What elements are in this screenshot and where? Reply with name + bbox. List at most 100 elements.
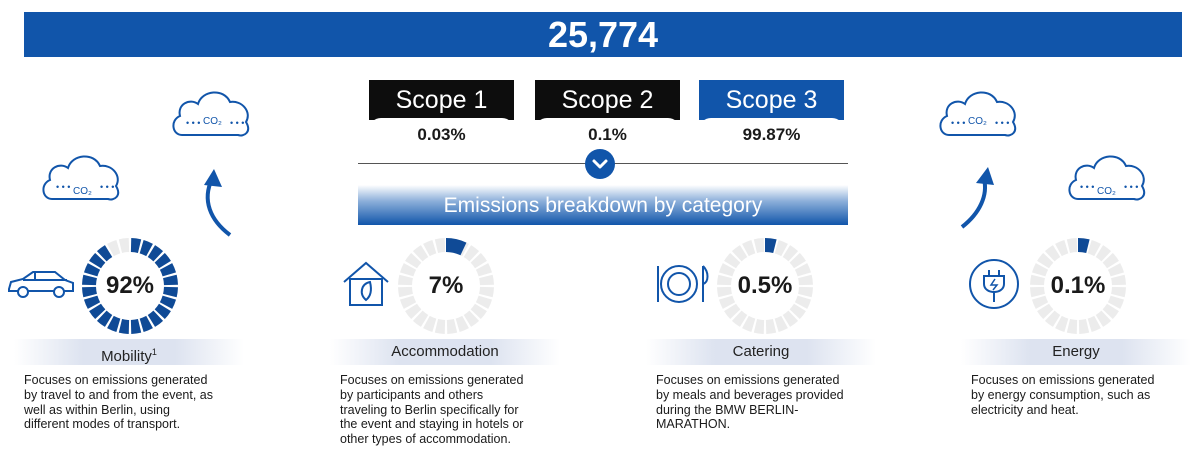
co2-label: CO₂ [203, 116, 222, 127]
donut-value-segment [82, 274, 97, 286]
category-label-catering: Catering [646, 339, 876, 365]
plug-icon [968, 258, 1020, 310]
category-label-mobility: Mobility1 [14, 339, 244, 365]
donut-track-segment [718, 295, 736, 309]
scope-1-value: 0.03% [369, 118, 514, 152]
category-label-energy: Energy [961, 339, 1191, 365]
donut-track-segment [717, 274, 732, 286]
scope-1-box: Scope 1 [369, 80, 514, 120]
description-line: during the BMW BERLIN- [656, 402, 799, 417]
donut-track-segment [463, 245, 480, 262]
donut-value-segment [107, 315, 121, 333]
donut-value-segment [130, 238, 142, 253]
co2-cloud-icon: • • • • • • CO₂ [937, 82, 1021, 140]
donut-track-segment [398, 274, 413, 286]
donut-track-segment [798, 274, 813, 286]
scope-2-box: Scope 2 [535, 80, 680, 120]
breakdown-title-bar: Emissions breakdown by category [358, 185, 848, 225]
donut-value-segment [83, 295, 101, 309]
co2-label: CO₂ [1097, 186, 1116, 197]
donut-track-segment [1066, 238, 1078, 253]
donut-track-segment [398, 286, 413, 298]
donut-accommodation [398, 238, 494, 334]
donut-track-segment [1066, 319, 1078, 334]
donut-catering [717, 238, 813, 334]
donut-track-segment [399, 263, 417, 277]
donut-track-segment [475, 263, 493, 277]
donut-track-segment [470, 252, 487, 269]
donut-track-segment [742, 315, 756, 333]
donut-track-segment [1044, 310, 1061, 327]
donut-value-segment [163, 274, 178, 286]
donut-track-segment [1030, 274, 1045, 286]
co2-label: CO₂ [968, 116, 987, 127]
svg-text:• • •: • • • [1124, 182, 1138, 192]
house-leaf-icon [341, 260, 391, 308]
description-line: different modes of transport. [24, 417, 181, 432]
chevron-down-icon [585, 149, 615, 179]
donut-track-segment [794, 295, 812, 309]
description-line: other types of accommodation. [340, 432, 511, 447]
donut-track-segment [1087, 239, 1101, 257]
svg-text:• • •: • • • [100, 182, 114, 192]
value-label-energy: 0.1% [1050, 272, 1106, 299]
donut-track-segment [1037, 303, 1054, 320]
scope-3-box: Scope 3 [699, 80, 844, 120]
description-line: Focuses on emissions generated [340, 373, 524, 387]
donut-value-segment [154, 252, 171, 269]
donut-track-segment [1030, 286, 1045, 298]
car-icon [5, 267, 77, 301]
donut-track-segment [434, 238, 446, 253]
donut-value-segment [159, 295, 177, 309]
donut-track-segment [107, 239, 121, 257]
description-line: traveling to Berlin specifically for [340, 402, 519, 417]
value-label-accommodation: 7% [428, 272, 464, 299]
donut-track-segment [1107, 295, 1125, 309]
donut-track-segment [412, 310, 429, 327]
description-line: by meals and beverages provided [656, 387, 844, 402]
donut-track-segment [1111, 274, 1126, 286]
co2-cloud-icon: • • • • • • CO₂ [1066, 146, 1150, 204]
donut-track-segment [731, 245, 748, 262]
donut-value-segment [89, 252, 106, 269]
footnote-marker: 1 [151, 347, 157, 357]
donut-track-segment [1095, 245, 1112, 262]
donut-value-segment [96, 310, 113, 327]
donut-track-segment [1055, 239, 1069, 257]
value-label-mobility: 92% [105, 272, 155, 299]
donut-track-segment [718, 263, 736, 277]
donut-track-segment [1031, 295, 1049, 309]
scope-3-value: 99.87% [699, 118, 844, 152]
scope-2-value: 0.1% [535, 118, 680, 152]
donut-track-segment [479, 286, 494, 298]
donut-value-segment [147, 310, 164, 327]
co2-cloud-icon: • • • • • • CO₂ [170, 82, 254, 140]
arrow-up-icon [958, 165, 1008, 230]
donut-value-segment [163, 286, 178, 298]
donut-track-segment [789, 252, 806, 269]
donut-track-segment [399, 295, 417, 309]
co2-label: CO₂ [73, 186, 92, 197]
donut-track-segment [412, 245, 429, 262]
donut-track-segment [434, 319, 446, 334]
donut-value-segment [118, 319, 130, 334]
donut-track-segment [724, 303, 741, 320]
donut-track-segment [1031, 263, 1049, 277]
description-line: by participants and others [340, 387, 484, 402]
svg-text:• • •: • • • [995, 118, 1009, 128]
donut-track-segment [1044, 245, 1061, 262]
donut-track-segment [455, 315, 469, 333]
donut-track-segment [782, 245, 799, 262]
donut-track-segment [774, 315, 788, 333]
plate-cutlery-icon [655, 262, 711, 306]
value-label-catering: 0.5% [737, 272, 793, 299]
donut-track-segment [1087, 315, 1101, 333]
donut-track-segment [782, 310, 799, 327]
description-accommodation: Focuses on emissions generated by partic… [340, 373, 523, 447]
description-line: the event and staying in hotels or [340, 417, 524, 432]
description-mobility: Focuses on emissions generated by travel… [24, 373, 213, 432]
donut-track-segment [1037, 252, 1054, 269]
donut-track-segment [765, 319, 777, 334]
donut-value-segment [89, 303, 106, 320]
svg-text:• • •: • • • [186, 118, 200, 128]
